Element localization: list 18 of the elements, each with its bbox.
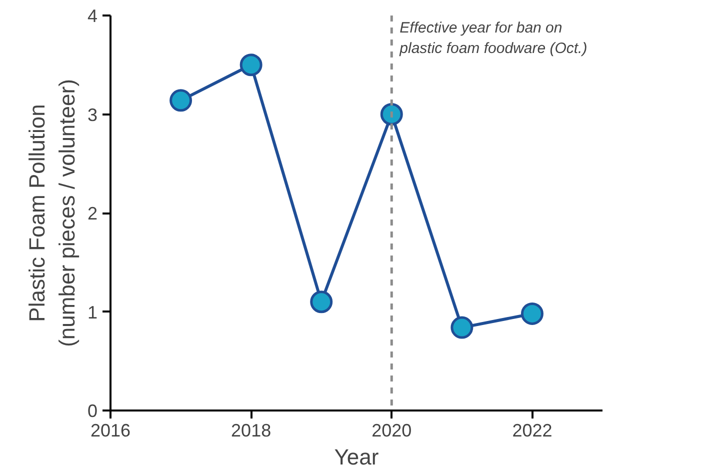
- ref-line-label: Effective year for ban on plastic foam foodware (Oct.): [398, 20, 588, 57]
- y-tick-label: 3: [87, 104, 98, 125]
- point: [170, 89, 192, 112]
- x-tick-label: 2018: [231, 420, 272, 440]
- x-axis-title: Year: [334, 444, 379, 470]
- y-tick-label: 4: [87, 6, 98, 26]
- x-tick-label: 2022: [512, 420, 552, 440]
- y-tick-label: 2: [87, 204, 98, 224]
- y-tick-label: 1: [87, 302, 98, 322]
- point: [240, 54, 262, 76]
- y-tick-label: 0: [87, 401, 98, 421]
- x-tick-label: 2020: [372, 420, 412, 440]
- point: [520, 302, 544, 325]
- point: [380, 103, 403, 126]
- point: [450, 316, 474, 339]
- x-tick-label: 2016: [90, 420, 131, 440]
- y-axis-title: Plastic Foam Pollution (number pieces / volunteer): [24, 79, 80, 347]
- point: [310, 290, 333, 314]
